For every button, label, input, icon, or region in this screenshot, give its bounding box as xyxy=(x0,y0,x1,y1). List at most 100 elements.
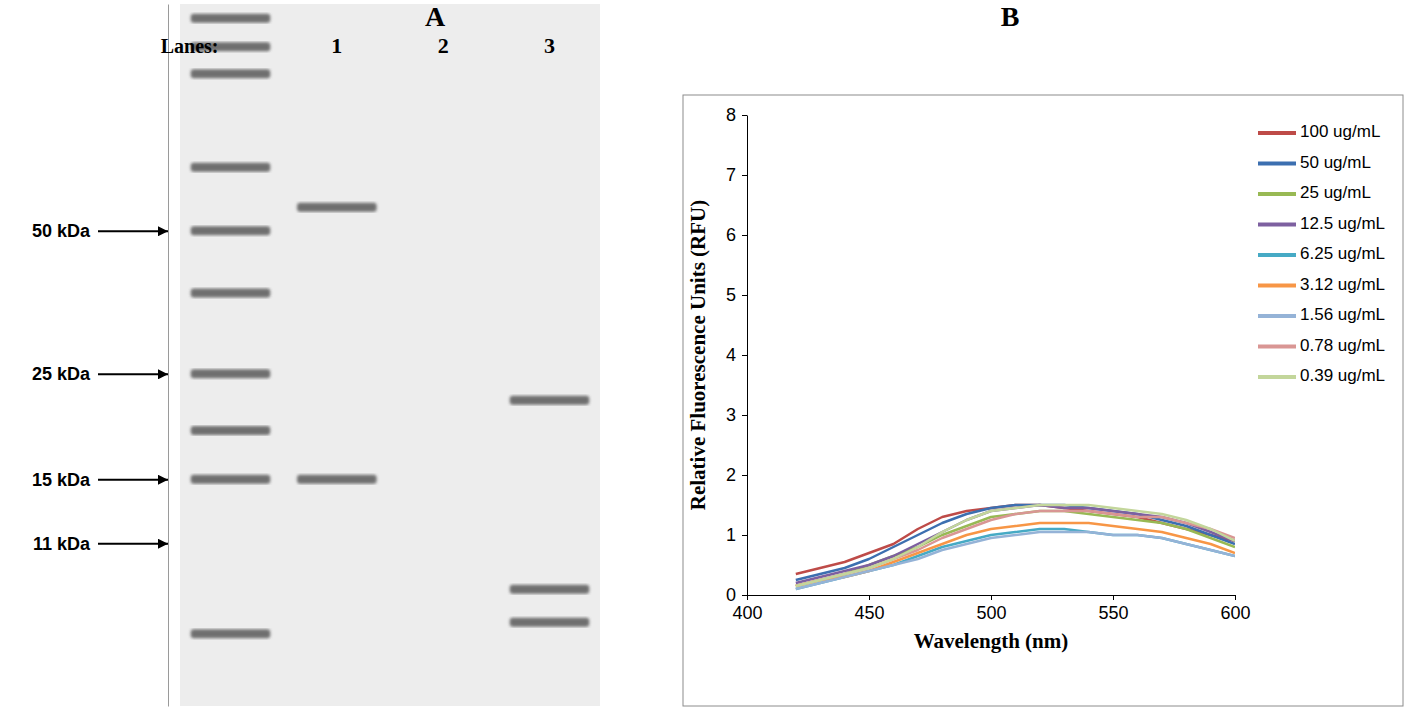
legend-swatch xyxy=(1258,162,1296,166)
tick-arrow xyxy=(98,479,168,481)
tick: 8 xyxy=(726,105,747,125)
x-axis: 1 2 3 xyxy=(331,33,555,58)
x-axis-title: Wavelength (nm) xyxy=(914,629,1069,653)
tick: 7 xyxy=(726,165,747,185)
tick: 4 xyxy=(726,345,747,365)
figure: 50 kDa25 kDa15 kDa11 kDa123Lanes:A400450… xyxy=(0,0,1411,711)
tick-mark xyxy=(869,595,870,600)
legend-label: 6.25 ug/mL xyxy=(1300,244,1385,263)
tick: 1 xyxy=(726,525,747,545)
tick: 1 xyxy=(331,33,342,58)
x-axis: 400450500550600 xyxy=(732,595,1250,623)
lane-label: 1 xyxy=(331,33,342,58)
gel-band xyxy=(297,203,377,212)
panel-title: B xyxy=(1001,1,1020,32)
legend-swatch xyxy=(1258,284,1296,288)
tick-label: 8 xyxy=(726,105,736,125)
tick: 25 kDa xyxy=(32,364,168,384)
gel-band xyxy=(191,226,271,235)
tick-label: 50 kDa xyxy=(32,221,91,241)
gel-band xyxy=(191,426,271,435)
axis-line xyxy=(168,5,169,707)
tick-label: 15 kDa xyxy=(32,470,91,490)
legend-item: 25 ug/mL xyxy=(1258,183,1371,202)
tick: 15 kDa xyxy=(32,470,168,490)
legend: 100 ug/mL 50 ug/mL 25 ug/mL 12.5 ug/mL 6.25 … xyxy=(1258,122,1385,385)
legend-label: 50 ug/mL xyxy=(1300,153,1371,172)
tick: 600 xyxy=(1220,595,1250,623)
gel-band xyxy=(191,14,271,23)
tick-mark xyxy=(1235,595,1236,600)
tick-mark xyxy=(742,355,747,356)
series-line xyxy=(796,505,1235,586)
tick: 400 xyxy=(732,595,762,623)
tick-mark xyxy=(1113,595,1114,600)
tick: 11 kDa xyxy=(33,534,168,554)
legend-swatch xyxy=(1258,345,1296,349)
legend-item: 6.25 ug/mL xyxy=(1258,244,1385,263)
tick-arrow xyxy=(98,373,168,375)
y-axis-title: Relative Fluorescence Units (RFU) xyxy=(686,200,710,510)
tick: 5 xyxy=(726,285,747,305)
gel-band xyxy=(191,288,271,297)
legend-swatch xyxy=(1258,375,1296,379)
gel-band xyxy=(510,618,590,627)
tick-mark xyxy=(742,475,747,476)
y-axis: 50 kDa 25 kDa 15 kDa 11 kDa xyxy=(32,5,169,707)
legend-item: 3.12 ug/mL xyxy=(1258,275,1385,294)
tick: 3 xyxy=(544,33,555,58)
tick-label: 600 xyxy=(1220,603,1250,623)
gel-band xyxy=(510,585,590,594)
tick-label: 500 xyxy=(976,603,1006,623)
tick-mark xyxy=(742,295,747,296)
legend-label: 25 ug/mL xyxy=(1300,183,1371,202)
tick-label: 4 xyxy=(726,345,736,365)
legend-item: 100 ug/mL xyxy=(1258,122,1380,141)
x-axis-title: Lanes: xyxy=(161,35,219,57)
panel-frame xyxy=(683,95,1403,706)
legend-swatch xyxy=(1258,223,1296,227)
gel-band xyxy=(191,69,271,78)
tick-label: 5 xyxy=(726,285,736,305)
tick: 2 xyxy=(438,33,449,58)
legend-label: 12.5 ug/mL xyxy=(1300,214,1385,233)
lane-label: 3 xyxy=(544,33,555,58)
tick: 450 xyxy=(854,595,884,623)
lane-label: 2 xyxy=(438,33,449,58)
series-line xyxy=(796,511,1235,586)
legend-label: 1.56 ug/mL xyxy=(1300,305,1385,324)
legend-swatch xyxy=(1258,314,1296,318)
legend-swatch xyxy=(1258,253,1296,257)
gel-band xyxy=(297,475,377,484)
tick-label: 11 kDa xyxy=(33,534,91,554)
gel-band xyxy=(191,629,271,638)
y-axis: 012345678 xyxy=(726,105,748,605)
tick-label: 3 xyxy=(726,405,736,425)
series-line xyxy=(796,529,1235,589)
gel-band xyxy=(510,396,590,405)
tick-mark xyxy=(742,595,747,596)
tick-label: 0 xyxy=(726,585,736,605)
tick-label: 1 xyxy=(726,525,736,545)
tick: 500 xyxy=(976,595,1006,623)
tick-arrow xyxy=(98,543,168,545)
legend-item: 0.78 ug/mL xyxy=(1258,336,1385,355)
panel-title: A xyxy=(425,1,446,32)
tick-mark xyxy=(742,535,747,536)
gel-panel: 50 kDa 25 kDa 15 kDa 11 kDa 1 2 3 Lanes: A xyxy=(32,1,600,707)
legend-item: 50 ug/mL xyxy=(1258,153,1371,172)
line-panel: 400450500550600012345678Wavelength (nm)R… xyxy=(683,1,1403,706)
tick-mark xyxy=(991,595,992,600)
gel-background xyxy=(180,4,600,706)
tick-mark xyxy=(742,175,747,176)
series-line xyxy=(796,511,1235,586)
tick: 6 xyxy=(726,225,747,245)
tick-label: 7 xyxy=(726,165,736,185)
tick-mark xyxy=(742,415,747,416)
tick-mark xyxy=(742,115,747,116)
axis-line xyxy=(747,116,748,596)
gel-band xyxy=(191,369,271,378)
tick-label: 6 xyxy=(726,225,736,245)
legend-swatch xyxy=(1258,131,1296,135)
gel-band xyxy=(191,163,271,172)
